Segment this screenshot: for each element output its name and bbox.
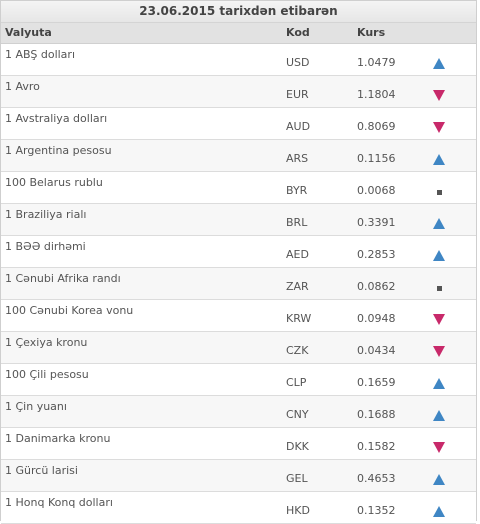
exchange-rate: 0.1352: [357, 504, 396, 517]
trend-down-icon: [433, 442, 447, 454]
exchange-rate: 1.1804: [357, 88, 396, 101]
currency-code: HKD: [286, 504, 310, 517]
exchange-rate: 0.0068: [357, 184, 396, 197]
table-row: 1 Çexiya kronu CZK 0.0434: [1, 332, 476, 364]
exchange-rate: 0.1688: [357, 408, 396, 421]
table-row: 1 Honq Konq dolları HKD 0.1352: [1, 492, 476, 524]
currency-code: KRW: [286, 312, 312, 325]
currency-code: CZK: [286, 344, 309, 357]
table-row: 1 Çin yuanı CNY 0.1688: [1, 396, 476, 428]
exchange-rate: 1.0479: [357, 56, 396, 69]
currency-code: CNY: [286, 408, 309, 421]
table-row: 1 ABŞ dolları USD 1.0479: [1, 44, 476, 76]
currency-code: USD: [286, 56, 310, 69]
exchange-rate: 0.3391: [357, 216, 396, 229]
trend-up-icon: [433, 250, 447, 262]
currency-code: EUR: [286, 88, 309, 101]
table-row: 100 Belarus rublu BYR 0.0068: [1, 172, 476, 204]
trend-up-icon: [433, 378, 447, 390]
currency-name: 1 Avro: [5, 80, 40, 93]
trend-up-icon: [433, 58, 447, 70]
exchange-rate: 0.1659: [357, 376, 396, 389]
trend-down-icon: [433, 346, 447, 358]
currency-name: 1 Honq Konq dolları: [5, 496, 113, 509]
currency-name: 1 Gürcü larisi: [5, 464, 78, 477]
currency-name: 1 BƏƏ dirhəmi: [5, 240, 86, 253]
currency-name: 100 Belarus rublu: [5, 176, 103, 189]
currency-name: 100 Cənubi Korea vonu: [5, 304, 134, 317]
header-code: Kod: [286, 26, 310, 39]
currency-name: 1 Argentina pesosu: [5, 144, 112, 157]
currency-code: AUD: [286, 120, 311, 133]
table-row: 1 Braziliya rialı BRL 0.3391: [1, 204, 476, 236]
trend-up-icon: [433, 410, 447, 422]
table-row: 100 Çili pesosu CLP 0.1659: [1, 364, 476, 396]
currency-code: DKK: [286, 440, 309, 453]
currency-name: 1 ABŞ dolları: [5, 48, 75, 61]
currency-code: ARS: [286, 152, 309, 165]
trend-up-icon: [433, 506, 447, 518]
table-body: 1 ABŞ dolları USD 1.0479 1 Avro EUR 1.1804 1 A…: [1, 44, 476, 524]
table-header: Valyuta Kod Kurs: [1, 23, 476, 44]
trend-up-icon: [433, 218, 447, 230]
currency-code: BYR: [286, 184, 308, 197]
exchange-rate: 0.0434: [357, 344, 396, 357]
exchange-rate: 0.1582: [357, 440, 396, 453]
currency-name: 1 Cənubi Afrika randı: [5, 272, 121, 285]
table-row: 1 Gürcü larisi GEL 0.4653: [1, 460, 476, 492]
currency-code: GEL: [286, 472, 308, 485]
exchange-rate: 0.1156: [357, 152, 396, 165]
table-row: 100 Cənubi Korea vonu KRW 0.0948: [1, 300, 476, 332]
exchange-rate: 0.2853: [357, 248, 396, 261]
table-row: 1 Avro EUR 1.1804: [1, 76, 476, 108]
currency-name: 1 Çin yuanı: [5, 400, 67, 413]
trend-unchanged-icon: [433, 282, 447, 294]
table-row: 1 Argentina pesosu ARS 0.1156: [1, 140, 476, 172]
exchange-rate: 0.8069: [357, 120, 396, 133]
trend-down-icon: [433, 314, 447, 326]
currency-code: BRL: [286, 216, 308, 229]
exchange-rate: 0.0862: [357, 280, 396, 293]
table-row: 1 BƏƏ dirhəmi AED 0.2853: [1, 236, 476, 268]
currency-code: ZAR: [286, 280, 309, 293]
table-row: 1 Avstraliya dolları AUD 0.8069: [1, 108, 476, 140]
trend-up-icon: [433, 474, 447, 486]
trend-down-icon: [433, 90, 447, 102]
currency-code: CLP: [286, 376, 307, 389]
currency-name: 1 Avstraliya dolları: [5, 112, 108, 125]
table-title: 23.06.2015 tarixdən etibarən: [1, 1, 476, 23]
header-currency: Valyuta: [5, 26, 52, 39]
trend-down-icon: [433, 122, 447, 134]
exchange-rate: 0.0948: [357, 312, 396, 325]
table-row: 1 Cənubi Afrika randı ZAR 0.0862: [1, 268, 476, 300]
exchange-rate: 0.4653: [357, 472, 396, 485]
currency-code: AED: [286, 248, 309, 261]
currency-name: 1 Danimarka kronu: [5, 432, 111, 445]
header-rate: Kurs: [357, 26, 386, 39]
trend-up-icon: [433, 154, 447, 166]
table-row: 1 Danimarka kronu DKK 0.1582: [1, 428, 476, 460]
currency-name: 1 Çexiya kronu: [5, 336, 88, 349]
currency-name: 100 Çili pesosu: [5, 368, 89, 381]
currency-name: 1 Braziliya rialı: [5, 208, 87, 221]
trend-unchanged-icon: [433, 186, 447, 198]
